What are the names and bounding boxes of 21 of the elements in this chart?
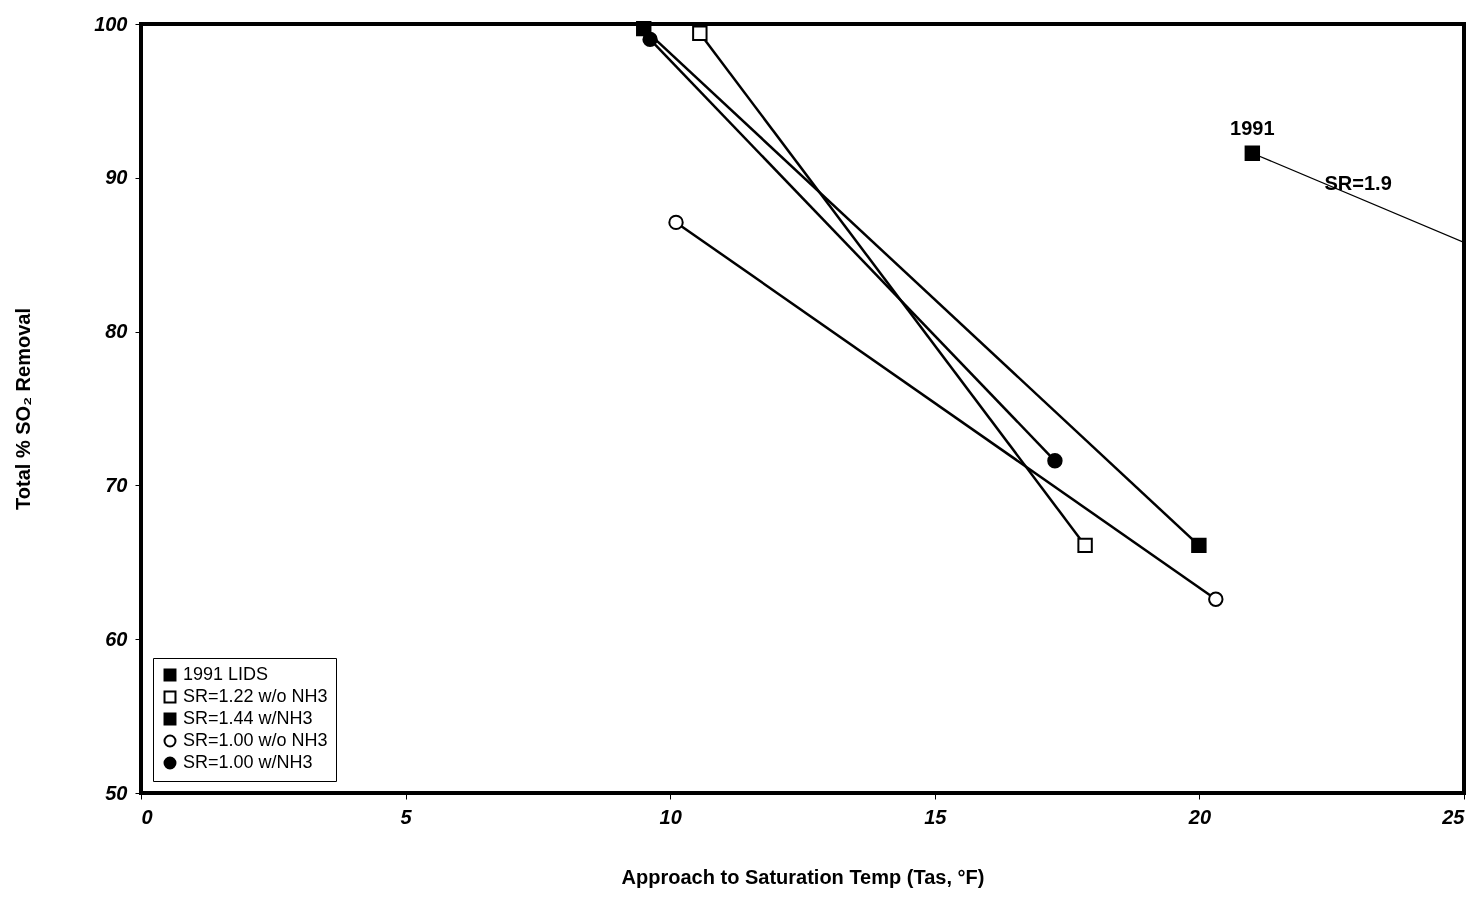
legend-label: SR=1.00 w/o NH3: [183, 730, 328, 750]
x-tick-label: 25: [1441, 805, 1466, 828]
y-tick-label: 90: [105, 166, 128, 189]
y-tick-label: 100: [94, 12, 128, 35]
annotation: SR=1.9: [1324, 171, 1392, 194]
x-tick-label: 10: [659, 805, 682, 828]
annotation: 1991: [1230, 117, 1275, 140]
legend-label: SR=1.44 w/NH3: [183, 708, 313, 728]
x-axis-title: Approach to Saturation Temp (Tas, °F): [621, 865, 985, 888]
x-tick-label: 20: [1187, 805, 1212, 828]
y-tick-label: 70: [105, 473, 128, 496]
y-tick-label: 60: [105, 627, 128, 650]
y-tick-label: 80: [105, 320, 128, 343]
legend-label: SR=1.00 w/NH3: [183, 752, 313, 772]
y-tick-label: 50: [105, 781, 128, 804]
y-axis-title: Total % SO₂ Removal: [12, 308, 35, 510]
legend-label: 1991 LIDS: [183, 664, 269, 684]
x-tick-label: 0: [141, 805, 153, 828]
legend-label: SR=1.22 w/o NH3: [183, 686, 328, 706]
x-tick-label: 5: [400, 805, 413, 828]
x-tick-label: 15: [924, 805, 948, 828]
